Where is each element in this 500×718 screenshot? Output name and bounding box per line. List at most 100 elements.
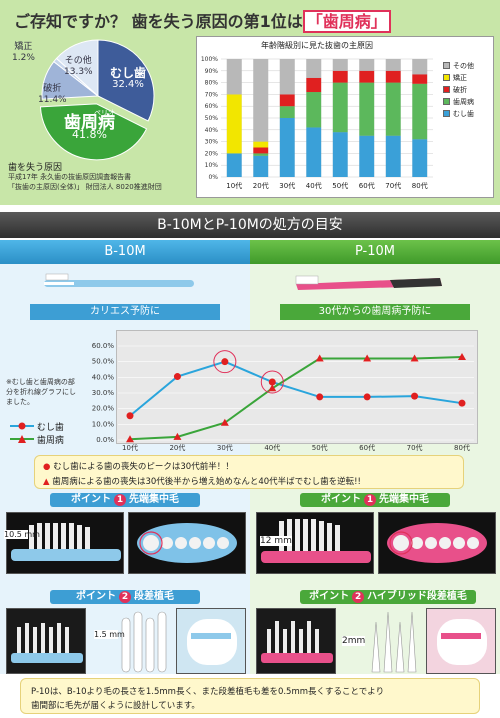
- summary-box: ● むし歯による歯の喪失のピークは30代前半！！ ▲ 歯周病による歯の喪失は30…: [34, 455, 464, 489]
- toothbrush-p10m-illustration: [295, 275, 442, 290]
- line-xtick: 10代: [122, 443, 138, 452]
- bar-segment: [279, 59, 295, 95]
- b10m-steps-illustration: [11, 623, 83, 663]
- legend-swatch: [443, 62, 450, 69]
- line-point: [363, 393, 371, 401]
- headline: ご存知ですか？ 歯を失う原因の第1位は 「歯周病」: [14, 8, 494, 33]
- b10m-side-illustration: [11, 523, 121, 561]
- pie-label-perio: ペリオ: [94, 109, 115, 117]
- pie-label-sonota: その他 13.3%: [64, 56, 93, 77]
- bar-legend-item: 矯正: [443, 73, 467, 83]
- legend-perio-marker: [10, 435, 34, 443]
- pie-label-kyosei: 矯正 1.2%: [12, 42, 35, 63]
- line-ytick: 40.0%: [92, 373, 115, 381]
- column-header-b10m: B-10M: [0, 240, 250, 264]
- bar-segment: [332, 59, 348, 71]
- bar-legend-item: 破折: [443, 85, 467, 95]
- footer-note: P-10は、B-10より毛の長さを1.5mm長く、また段差植毛も差を0.5mm長…: [20, 678, 480, 714]
- line-point: [458, 399, 466, 407]
- photo-b10m-top: [128, 512, 246, 574]
- photo-b10m-side: [6, 512, 124, 574]
- p10m-closeup-illustration: [437, 619, 487, 665]
- bar-ytick: 10%: [205, 162, 219, 169]
- bar-segment: [412, 74, 428, 84]
- bar-legend-item: 歯周病: [443, 97, 474, 107]
- bar-xtick: 30代: [279, 181, 295, 190]
- line-point: [316, 393, 324, 401]
- line-xtick: 50代: [312, 443, 328, 452]
- bar-segment: [279, 94, 295, 107]
- footer-line-2: 歯間部に毛先が届くように設計しています。: [31, 701, 200, 711]
- line-xtick: 20代: [169, 443, 185, 452]
- subheader-perio: 30代からの歯周病予防に: [280, 304, 470, 320]
- line-ytick: 50.0%: [92, 358, 115, 366]
- bar-segment: [359, 59, 375, 71]
- bar-segment: [226, 59, 242, 95]
- column-header-p10m: P-10M: [250, 240, 500, 264]
- line-point: [315, 354, 324, 362]
- line-series-perio: [129, 355, 463, 441]
- bar-segment: [306, 127, 322, 177]
- line-ytick: 0.0%: [96, 436, 114, 444]
- point1-header-left: ポイント 1 先端集中毛: [50, 493, 200, 507]
- bar-ytick: 80%: [205, 80, 219, 87]
- line-ytick: 60.0%: [92, 342, 115, 350]
- line-ytick: 10.0%: [92, 420, 115, 428]
- bar-segment: [359, 70, 375, 83]
- pie-caption-source: 平成17年 永久歯の抜歯原因調査報告書 「抜歯の主原因(全体)」 財団法人 80…: [8, 173, 162, 191]
- bar-segment: [332, 70, 348, 83]
- bar-segment: [385, 59, 401, 71]
- stacked-bar-chart: 年齢階級別に見た抜歯の主原因 100% 90% 80% 70% 60% 50% 40% 30%…: [196, 36, 494, 198]
- pie-caption-title: 歯を失う原因: [8, 163, 63, 173]
- pie-slice: [55, 39, 99, 98]
- p10m-bristle-length: 12 mm: [260, 536, 292, 546]
- bar-segment: [279, 106, 295, 118]
- p10m-step-diagram: [371, 611, 417, 673]
- point2-header-left: ポイント 2 段差植毛: [50, 590, 200, 604]
- pie-chart: 矯正 1.2% その他 13.3% 破折 11.4% むし歯 32.4% ペリオ 歯周病…: [6, 34, 191, 204]
- line-point: [126, 412, 134, 420]
- bar-ytick: 30%: [205, 139, 219, 146]
- photo-p10m-closeup: [426, 608, 496, 674]
- bar-segment: [306, 77, 322, 93]
- line-point: [173, 373, 181, 381]
- bar-xtick: 70代: [385, 181, 401, 190]
- bar-xtick: 80代: [412, 181, 428, 190]
- legend-perio: 歯周病: [10, 433, 64, 446]
- bar-segment: [332, 132, 348, 177]
- bar-segment: [332, 82, 348, 133]
- legend-swatch: [443, 86, 450, 93]
- b10m-step-height: 1.5 mm: [94, 630, 125, 639]
- bar-ytick: 90%: [205, 68, 219, 75]
- bar-legend-item: その他: [443, 61, 474, 71]
- line-ytick: 30.0%: [92, 389, 115, 397]
- pie-label-mushiba: むし歯 32.4%: [110, 66, 147, 90]
- pie-label-hasetsu: 破折 11.4%: [38, 84, 67, 105]
- photo-p10m-steps: [256, 608, 336, 674]
- bar-xtick: 50代: [332, 181, 348, 190]
- line-xtick: 70代: [407, 443, 423, 452]
- bar-segment: [226, 153, 242, 177]
- line-xtick: 30代: [217, 443, 233, 452]
- photo-b10m-steps: [6, 608, 86, 674]
- bar-segment: [226, 94, 242, 154]
- bar-segment: [385, 82, 401, 136]
- bar-segment: [412, 139, 428, 177]
- pie-label-shishu: 歯周病 41.8%: [64, 113, 115, 141]
- line-point: [410, 354, 419, 362]
- line-chart-note: ※むし歯と歯周病の部分を折れ線グラフにしました。: [6, 378, 76, 406]
- p10m-top-illustration: [387, 523, 487, 563]
- b10m-bristle-length: 10.5 mm: [4, 530, 40, 539]
- line-point: [220, 418, 229, 426]
- bar-segment: [412, 59, 428, 75]
- bar-xtick: 60代: [359, 181, 375, 190]
- bar-segment: [306, 59, 322, 78]
- bar-ytick: 70%: [205, 91, 219, 98]
- highlight-crossover: [260, 370, 284, 394]
- section-title: B-10MとP-10Mの処方の目安: [0, 212, 500, 238]
- line-chart-area: [116, 330, 478, 444]
- bar-chart-title: 年齢階級別に見た抜歯の主原因: [261, 41, 373, 50]
- legend-swatch: [443, 74, 450, 81]
- p10m-step-height: 2mm: [342, 636, 366, 646]
- bar-segment: [306, 92, 322, 128]
